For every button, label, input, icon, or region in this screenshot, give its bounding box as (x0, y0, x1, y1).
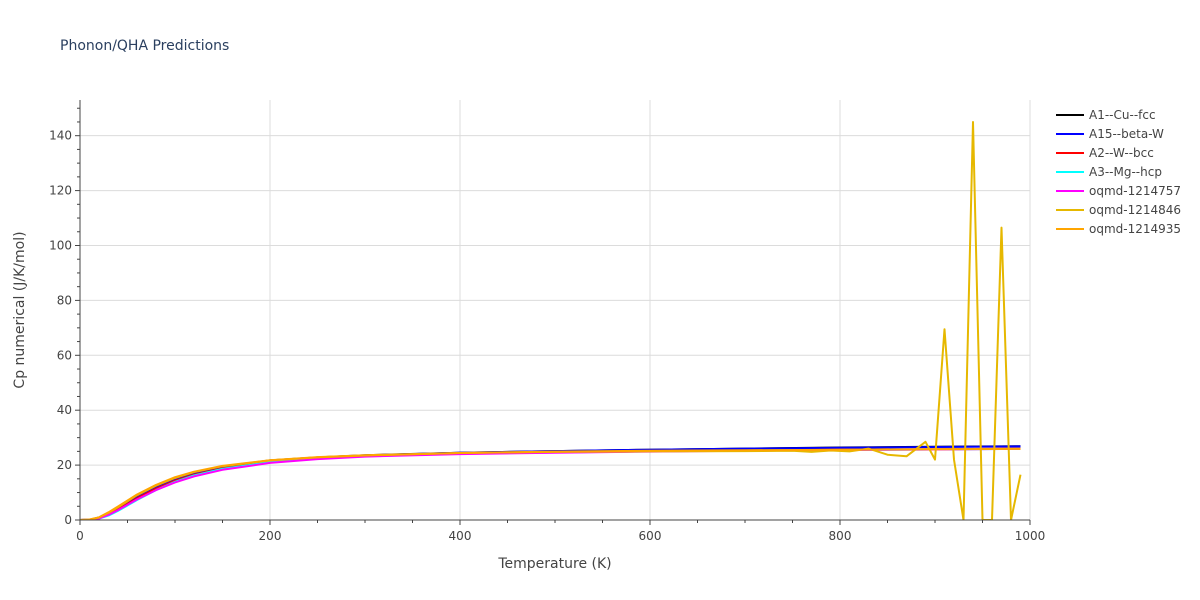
y-tick-label: 40 (57, 403, 72, 417)
x-tick-label: 400 (449, 529, 472, 543)
y-tick-label: 100 (49, 238, 72, 252)
y-tick-label: 20 (57, 458, 72, 472)
y-tick-label: 140 (49, 129, 72, 143)
chart-title: Phonon/QHA Predictions (60, 38, 229, 54)
x-axis-label: Temperature (K) (497, 556, 611, 572)
legend-item-label: A2--W--bcc (1089, 146, 1154, 160)
axes: 0 200 400 600 800 1000 0 20 40 60 80 100 120 140 (49, 100, 1045, 543)
y-tick-label: 120 (49, 184, 72, 198)
series-line-a2-w-bcc (80, 447, 1021, 520)
plot-area (80, 121, 1022, 520)
x-tick-label: 0 (76, 529, 84, 543)
y-axis-label: Cp numerical (J/K/mol) (12, 231, 28, 388)
series-line-a15-beta-w (80, 445, 1021, 520)
legend-item-label: A3--Mg--hcp (1089, 165, 1162, 179)
series-line-a1-cu-fcc (80, 445, 1021, 520)
legend-item-label: oqmd-1214757 (1089, 184, 1181, 198)
legend-item-label: A15--beta-W (1089, 127, 1164, 141)
legend-item-label: oqmd-1214846 (1089, 203, 1181, 217)
x-tick-label: 1000 (1015, 529, 1046, 543)
series-line-oqmd-1214935 (80, 447, 1021, 520)
grid (80, 100, 1031, 520)
x-tick-label: 600 (639, 529, 662, 543)
series-line-oqmd-1214846 (80, 121, 1022, 520)
series-line-oqmd-1214757 (80, 447, 1021, 520)
series-line-a3-mg-hcp (80, 447, 1021, 520)
x-tick-label: 200 (259, 529, 282, 543)
legend-item-label: A1--Cu--fcc (1089, 108, 1156, 122)
legend: A1--Cu--fcc A15--beta-W A2--W--bcc A3--Mg--… (1056, 108, 1181, 236)
x-tick-label: 800 (829, 529, 852, 543)
y-tick-label: 80 (57, 293, 72, 307)
y-tick-label: 60 (57, 348, 72, 362)
y-tick-label: 0 (64, 513, 72, 527)
legend-item-label: oqmd-1214935 (1089, 222, 1181, 236)
